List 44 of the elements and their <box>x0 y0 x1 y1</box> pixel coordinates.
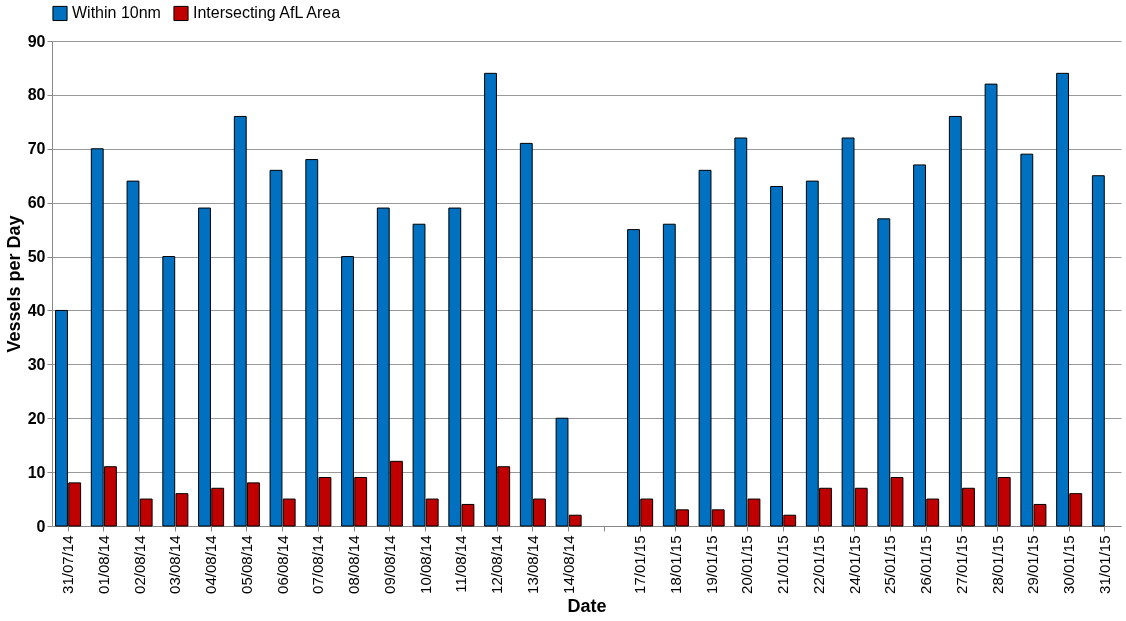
bar <box>1091 175 1105 527</box>
x-tick-label: 07/08/14 <box>309 535 327 594</box>
x-tick-label: 19/01/15 <box>702 535 720 594</box>
x-tick-label: 18/01/15 <box>666 535 684 594</box>
x-tick-label: 31/07/14 <box>59 535 77 594</box>
x-tick-label: 17/01/15 <box>631 535 649 594</box>
x-axis-title: Date <box>567 595 607 616</box>
x-tick-label: 28/01/15 <box>988 535 1006 594</box>
x-tick-label: 06/08/14 <box>273 535 291 594</box>
y-tick-label: 80 <box>27 86 46 104</box>
x-tick-label: 21/01/15 <box>774 535 792 594</box>
x-tick-label: 05/08/14 <box>237 535 255 594</box>
y-tick-label: 90 <box>27 32 46 50</box>
x-tick-label: 03/08/14 <box>166 535 184 594</box>
x-tick-label: 31/01/15 <box>1095 535 1113 594</box>
x-tick-label: 09/08/14 <box>380 535 398 594</box>
x-tick-label: 30/01/15 <box>1060 535 1078 594</box>
x-tick-label: 08/08/14 <box>345 535 363 594</box>
x-tick-label: 22/01/15 <box>809 535 827 594</box>
x-tick-label: 29/01/15 <box>1024 535 1042 594</box>
y-tick-label: 20 <box>27 409 46 427</box>
legend-label: Within 10nm <box>72 4 161 22</box>
y-tick-label: 0 <box>36 517 46 535</box>
y-tick-label: 70 <box>27 140 46 158</box>
y-tick-label: 40 <box>27 301 46 319</box>
x-tick-label: 26/01/15 <box>917 535 935 594</box>
y-tick-label: 60 <box>27 194 46 212</box>
legend-label: Intersecting AfL Area <box>193 4 341 22</box>
y-tick-label: 30 <box>27 355 46 373</box>
x-tick-label: 02/08/14 <box>130 535 148 594</box>
x-tick-label: 25/01/15 <box>881 535 899 594</box>
x-tick-label: 12/08/14 <box>488 535 506 594</box>
y-tick-label: 50 <box>27 248 46 266</box>
y-tick-label: 10 <box>27 463 46 481</box>
x-tick-label: 13/08/14 <box>523 535 541 594</box>
x-tick-label: 20/01/15 <box>738 535 756 594</box>
x-tick-label: 04/08/14 <box>202 535 220 594</box>
x-tick-label: 24/01/15 <box>845 535 863 594</box>
x-tick-label: 27/01/15 <box>952 535 970 594</box>
x-tick-label: 01/08/14 <box>94 535 112 594</box>
x-tick-label: 10/08/14 <box>416 535 434 594</box>
x-tick-label: 11/08/14 <box>452 535 470 593</box>
y-axis-title: Vessels per Day <box>3 215 24 353</box>
x-tick-label: 14/08/14 <box>559 535 577 594</box>
